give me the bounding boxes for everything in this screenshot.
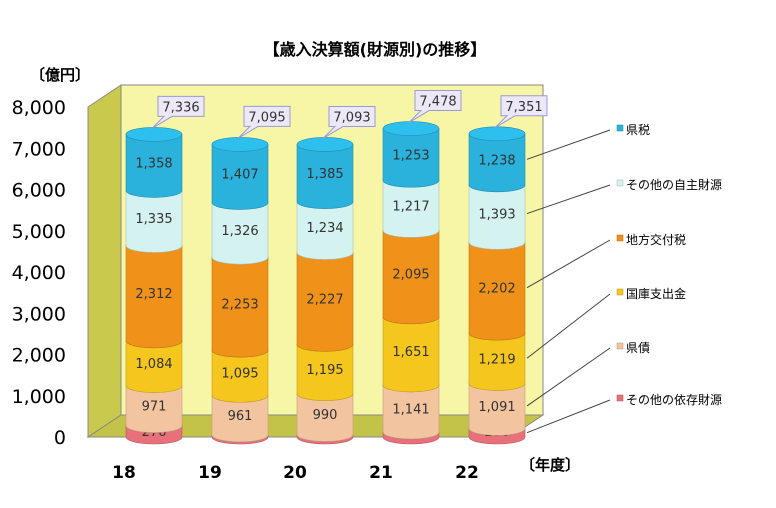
legend-label: 国庫支出金 (626, 286, 686, 301)
total-label: 7,351 (505, 100, 542, 115)
data-label: 1,253 (392, 148, 429, 163)
plot-side-wall (88, 85, 121, 437)
y-tick-label: 0 (54, 427, 66, 449)
data-label: 1,234 (306, 221, 343, 236)
y-tick-label: 5,000 (12, 221, 66, 243)
legend-swatch (617, 289, 623, 295)
y-tick-label: 2,000 (12, 345, 66, 367)
y-tick-label: 7,000 (12, 138, 66, 160)
data-label: 1,217 (392, 199, 429, 214)
data-label: 1,335 (135, 212, 172, 227)
data-label: 1,091 (478, 400, 515, 415)
y-tick-label: 1,000 (12, 386, 66, 408)
bar-segment-top (297, 137, 353, 151)
y-tick-label: 4,000 (12, 262, 66, 284)
bar-segment-top (212, 137, 268, 151)
legend-swatch (617, 235, 623, 241)
data-label: 1,385 (306, 167, 343, 182)
legend-swatch (617, 125, 623, 131)
x-tick-label: 22 (455, 463, 479, 483)
data-label: 1,195 (306, 363, 343, 378)
data-label: 1,407 (221, 167, 258, 182)
y-tick-label: 8,000 (12, 97, 66, 119)
y-tick-label: 6,000 (12, 180, 66, 202)
data-label: 1,084 (135, 357, 172, 372)
total-label: 7,336 (162, 100, 199, 115)
data-label: 2,202 (478, 282, 515, 297)
legend-label: 県税 (626, 123, 650, 137)
data-label: 2,312 (135, 287, 172, 302)
data-label: 1,219 (478, 352, 515, 367)
total-label: 7,478 (419, 95, 456, 110)
total-label: 7,095 (248, 110, 285, 125)
total-label: 7,093 (333, 110, 370, 125)
data-label: 1,358 (135, 156, 172, 171)
legend-swatch (617, 180, 623, 186)
y-axis-label: 〔億円〕 (30, 66, 90, 84)
x-tick-label: 20 (283, 463, 307, 483)
bar-segment-top (383, 122, 439, 136)
data-label: 2,095 (392, 268, 429, 283)
data-label: 1,651 (392, 345, 429, 360)
data-label: 990 (313, 408, 338, 423)
legend-label: 地方交付税 (626, 232, 686, 247)
legend-label: その他の依存財源 (626, 392, 722, 407)
legend-label: その他の自主財源 (626, 177, 722, 192)
x-tick-label: 19 (198, 463, 222, 483)
y-tick-label: 3,000 (12, 303, 66, 325)
data-label: 1,393 (478, 208, 515, 223)
data-label: 1,326 (221, 224, 258, 239)
data-label: 1,095 (221, 367, 258, 382)
x-axis-label: 〔年度〕 (520, 456, 580, 474)
data-label: 961 (228, 409, 253, 424)
x-tick-label: 21 (369, 463, 393, 483)
data-label: 2,227 (306, 292, 343, 307)
bar-segment-top (469, 127, 525, 141)
legend-swatch (617, 395, 623, 401)
data-label: 1,238 (478, 153, 515, 168)
data-label: 1,141 (392, 402, 429, 417)
legend-swatch (617, 343, 623, 349)
chart-title: 【歳入決算額(財源別)の推移】 (264, 40, 487, 59)
data-label: 971 (142, 400, 167, 415)
legend-label: 県債 (626, 340, 650, 355)
data-label: 2,253 (221, 298, 258, 313)
x-tick-label: 18 (112, 463, 136, 483)
bar-segment-top (126, 127, 182, 141)
